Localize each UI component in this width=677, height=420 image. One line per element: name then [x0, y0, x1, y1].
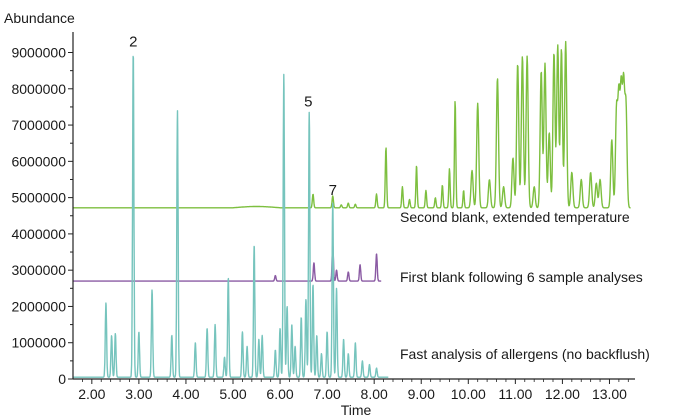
- x-tick-label: 7.00: [313, 386, 340, 402]
- x-tick-label: 8.00: [361, 386, 388, 402]
- x-tick-label: 13.00: [592, 386, 627, 402]
- series-label-1: Second blank, extended temperature: [400, 209, 630, 225]
- y-tick-label: 0: [58, 371, 66, 387]
- y-tick-label: 8000000: [11, 81, 66, 97]
- series-label-2: First blank following 6 sample analyses: [400, 269, 643, 285]
- x-tick-label: 12.00: [545, 386, 580, 402]
- peak-annotation: 5: [304, 93, 312, 110]
- axes-layer: 0 1000000 2000000 3000000 4000000 5000000 6000…: [11, 32, 635, 402]
- series-label-3: Fast analysis of allergens (no backflush…: [400, 346, 650, 362]
- series-layer: [72, 40, 631, 378]
- x-tick-label: 4.00: [172, 386, 199, 402]
- y-tick-label: 7000000: [11, 117, 66, 133]
- y-tick-label: 9000000: [11, 45, 66, 61]
- x-tick-label: 11.00: [498, 386, 532, 402]
- y-axis-label: Abundance: [4, 10, 75, 26]
- x-tick-label: 6.00: [266, 386, 293, 402]
- series-line-3: [72, 55, 389, 378]
- y-tick-label: 2000000: [11, 298, 66, 314]
- y-tick-label: 6000000: [11, 153, 66, 169]
- y-tick-label: 1000000: [11, 335, 66, 351]
- series-line-2: [72, 244, 382, 282]
- y-tick-label: 3000000: [11, 262, 66, 278]
- series-line-1: [72, 40, 631, 209]
- x-tick-label: 5.00: [219, 386, 246, 402]
- x-axis-label: Time: [341, 402, 372, 418]
- peak-annotation: 7: [329, 182, 337, 199]
- peak-annotation: 2: [129, 34, 137, 51]
- y-tick-label: 5000000: [11, 190, 66, 206]
- x-tick-label: 9.00: [408, 386, 435, 402]
- y-tick-label: 4000000: [11, 226, 66, 242]
- x-tick-label: 2.00: [78, 386, 105, 402]
- label-layer: Second blank, extended temperature First …: [129, 34, 650, 362]
- x-tick-label: 10.00: [451, 386, 486, 402]
- x-tick-label: 3.00: [125, 386, 152, 402]
